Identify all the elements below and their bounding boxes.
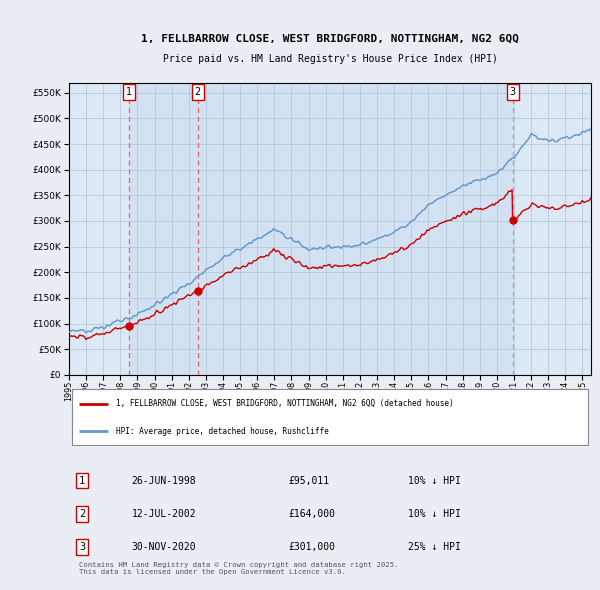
Text: 1: 1	[79, 476, 85, 486]
Text: 1, FELLBARROW CLOSE, WEST BRIDGFORD, NOTTINGHAM, NG2 6QQ (detached house): 1, FELLBARROW CLOSE, WEST BRIDGFORD, NOT…	[116, 399, 454, 408]
Text: 10% ↓ HPI: 10% ↓ HPI	[409, 476, 461, 486]
Text: 2: 2	[195, 87, 201, 97]
Bar	[198, 83, 512, 375]
Text: 1: 1	[125, 87, 132, 97]
Text: 3: 3	[509, 87, 515, 97]
Text: 26-JUN-1998: 26-JUN-1998	[131, 476, 196, 486]
FancyBboxPatch shape	[71, 389, 589, 445]
Text: Contains HM Land Registry data © Crown copyright and database right 2025.
This d: Contains HM Land Registry data © Crown c…	[79, 562, 399, 575]
Text: 1, FELLBARROW CLOSE, WEST BRIDGFORD, NOTTINGHAM, NG2 6QQ: 1, FELLBARROW CLOSE, WEST BRIDGFORD, NOT…	[141, 34, 519, 43]
Text: 3: 3	[79, 542, 85, 552]
Text: 10% ↓ HPI: 10% ↓ HPI	[409, 509, 461, 519]
Text: 30-NOV-2020: 30-NOV-2020	[131, 542, 196, 552]
Text: 25% ↓ HPI: 25% ↓ HPI	[409, 542, 461, 552]
Text: HPI: Average price, detached house, Rushcliffe: HPI: Average price, detached house, Rush…	[116, 427, 329, 435]
Text: 12-JUL-2002: 12-JUL-2002	[131, 509, 196, 519]
Bar	[129, 83, 198, 375]
Text: Price paid vs. HM Land Registry's House Price Index (HPI): Price paid vs. HM Land Registry's House …	[163, 54, 497, 64]
Text: £95,011: £95,011	[288, 476, 329, 486]
Text: 2: 2	[79, 509, 85, 519]
Text: £301,000: £301,000	[288, 542, 335, 552]
Text: £164,000: £164,000	[288, 509, 335, 519]
